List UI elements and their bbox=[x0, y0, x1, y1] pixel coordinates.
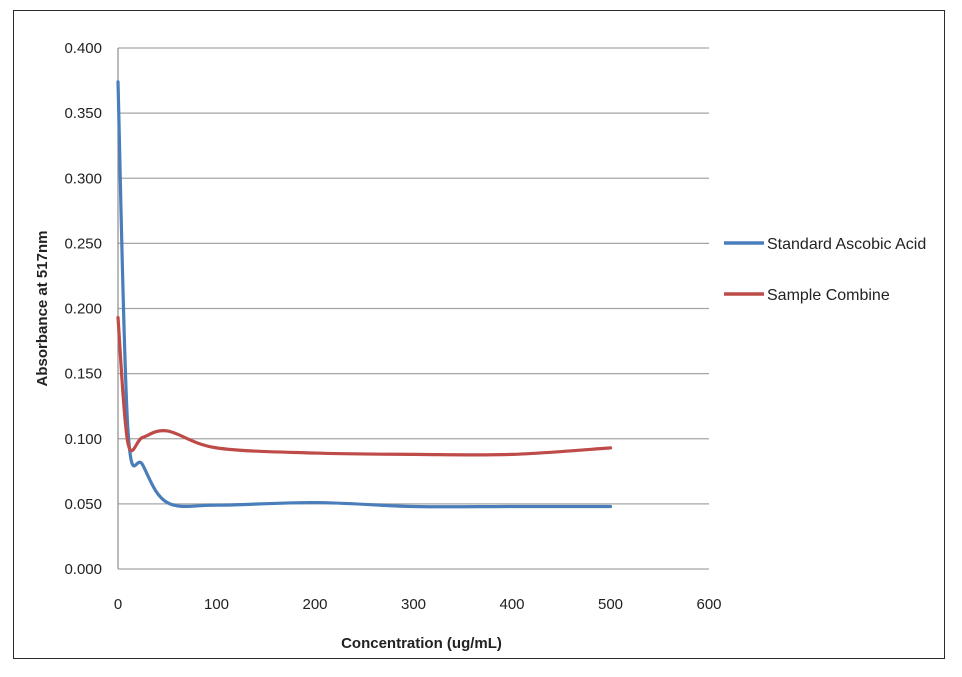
y-tick-label: 0.000 bbox=[64, 561, 102, 578]
x-tick-label: 300 bbox=[401, 596, 426, 613]
y-tick-label: 0.400 bbox=[64, 40, 102, 57]
y-tick-label: 0.250 bbox=[64, 235, 102, 252]
y-tick-label: 0.200 bbox=[64, 301, 102, 318]
legend-label: Sample Combine bbox=[767, 287, 890, 304]
y-tick-label: 0.100 bbox=[64, 431, 102, 448]
y-tick-labels: 0.000 0.050 0.100 0.150 0.200 0.250 0.300 0.350… bbox=[64, 40, 102, 578]
x-tick-label: 600 bbox=[696, 596, 721, 613]
x-tick-label: 0 bbox=[114, 596, 122, 613]
y-tick-label: 0.350 bbox=[64, 105, 102, 122]
x-tick-label: 400 bbox=[499, 596, 524, 613]
x-tick-label: 100 bbox=[204, 596, 229, 613]
x-tick-label: 200 bbox=[302, 596, 327, 613]
gridlines bbox=[118, 47, 709, 570]
chart-frame bbox=[13, 10, 945, 659]
x-tick-label: 500 bbox=[598, 596, 623, 613]
y-tick-label: 0.300 bbox=[64, 170, 102, 187]
legend-label: Standard Ascobic Acid bbox=[767, 236, 926, 253]
x-axis-title: Concentration (ug/mL) bbox=[341, 635, 502, 652]
series-line-1 bbox=[116, 80, 613, 509]
series-lines bbox=[116, 80, 613, 509]
legend: Standard Ascobic Acid Sample Combine bbox=[724, 236, 926, 304]
y-axis-title: Absorbance at 517nm bbox=[34, 231, 51, 387]
series-line-2 bbox=[116, 316, 613, 457]
y-tick-label: 0.150 bbox=[64, 366, 102, 383]
y-tick-label: 0.050 bbox=[64, 496, 102, 513]
x-tick-labels: 0 100 200 300 400 500 600 bbox=[114, 596, 722, 613]
